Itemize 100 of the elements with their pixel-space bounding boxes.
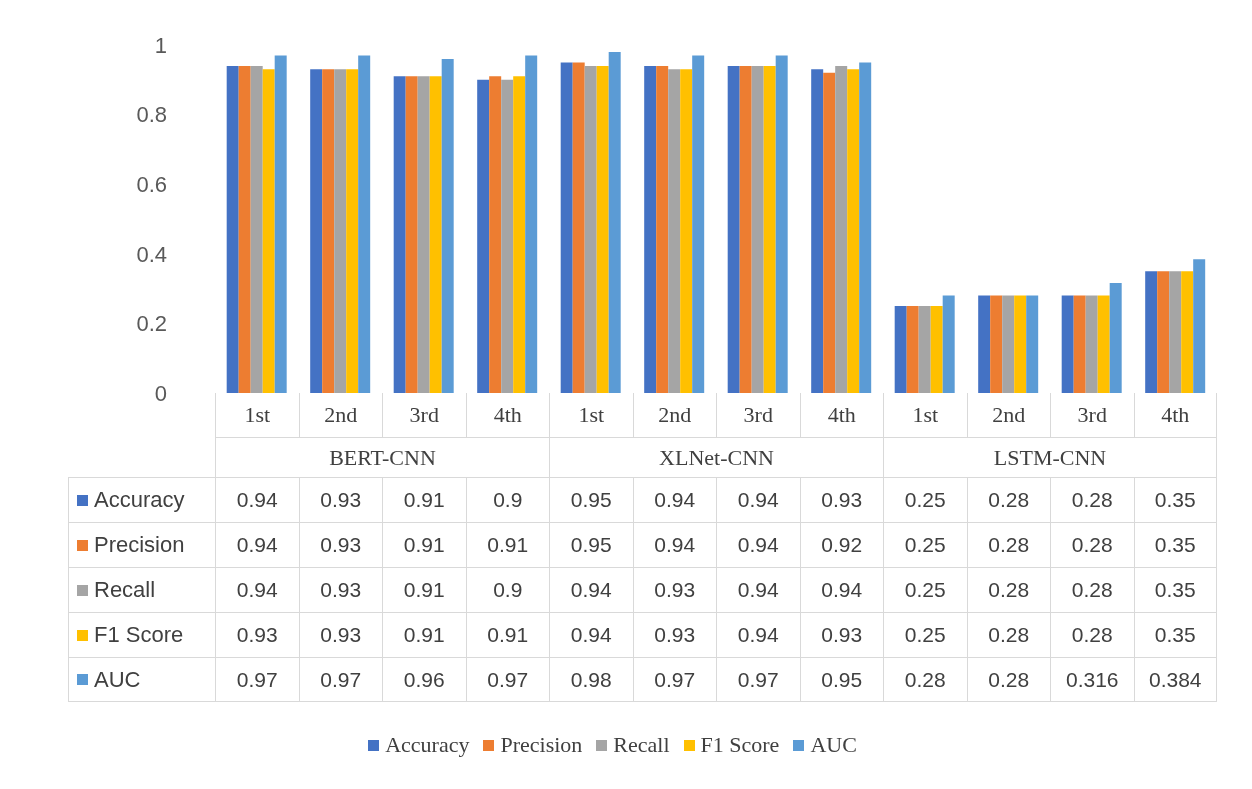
bar bbox=[656, 65, 669, 393]
data-label: 0.28 bbox=[966, 477, 1050, 522]
bar bbox=[739, 65, 752, 393]
text: LSTM-CNN bbox=[883, 437, 1217, 477]
text: Recall bbox=[613, 732, 670, 757]
bar bbox=[572, 62, 585, 393]
bar bbox=[346, 69, 359, 393]
data-label: 0.95 bbox=[549, 522, 633, 567]
data-label: 0.91 bbox=[382, 567, 466, 612]
bar bbox=[918, 306, 931, 393]
x-tick-label: 3rd bbox=[1050, 393, 1134, 437]
bar bbox=[1073, 295, 1086, 393]
bar bbox=[727, 65, 740, 393]
data-label: 0.35 bbox=[1133, 612, 1217, 657]
bar bbox=[501, 79, 514, 393]
text: BERT-CNN bbox=[215, 437, 549, 477]
data-label: 0.97 bbox=[465, 657, 549, 702]
data-label: 0.91 bbox=[382, 522, 466, 567]
data-label: 0.25 bbox=[883, 477, 967, 522]
data-label: 0.28 bbox=[1050, 522, 1134, 567]
data-label: 0.25 bbox=[883, 522, 967, 567]
x-tick-label: 1st bbox=[883, 393, 967, 437]
x-tick-label: 4th bbox=[799, 393, 883, 437]
bar bbox=[250, 65, 263, 393]
bar bbox=[405, 76, 418, 393]
data-label: 0.94 bbox=[632, 522, 716, 567]
data-label: 0.28 bbox=[1050, 477, 1134, 522]
data-label: 0.93 bbox=[799, 477, 883, 522]
data-label: 0.94 bbox=[716, 477, 800, 522]
bar bbox=[525, 55, 538, 393]
data-label: 0.93 bbox=[632, 567, 716, 612]
y-tick-label: 0.4 bbox=[136, 241, 167, 267]
data-label: 0.95 bbox=[799, 657, 883, 702]
legend-label: Precision bbox=[68, 522, 215, 567]
data-label: 0.94 bbox=[215, 477, 299, 522]
bar bbox=[1061, 295, 1074, 393]
data-label: 0.28 bbox=[966, 567, 1050, 612]
text: Accuracy bbox=[385, 732, 470, 757]
bar bbox=[1097, 295, 1110, 393]
bar bbox=[1157, 271, 1170, 393]
text: XLNet-CNN bbox=[549, 437, 883, 477]
bar bbox=[608, 51, 621, 393]
bar bbox=[513, 76, 526, 393]
data-label: 0.94 bbox=[549, 612, 633, 657]
x-tick-label: 4th bbox=[1133, 393, 1217, 437]
y-tick-label: 0 bbox=[154, 380, 167, 406]
data-label: 0.91 bbox=[382, 612, 466, 657]
data-label: 0.91 bbox=[465, 612, 549, 657]
x-tick-label: 3rd bbox=[382, 393, 466, 437]
text: F1 Score bbox=[700, 732, 780, 757]
bar bbox=[668, 69, 681, 393]
data-label: 0.93 bbox=[298, 567, 382, 612]
bar bbox=[596, 65, 609, 393]
data-label: 0.91 bbox=[382, 477, 466, 522]
data-label: 0.97 bbox=[632, 657, 716, 702]
bar bbox=[1109, 283, 1122, 393]
data-label: 0.9 bbox=[465, 567, 549, 612]
bar bbox=[930, 306, 943, 393]
bar bbox=[238, 65, 251, 393]
data-label: 0.93 bbox=[298, 522, 382, 567]
bar bbox=[763, 65, 776, 393]
data-label: 0.28 bbox=[966, 657, 1050, 702]
bar bbox=[1193, 259, 1206, 393]
x-tick-label: 2nd bbox=[632, 393, 716, 437]
data-label: 0.28 bbox=[1050, 612, 1134, 657]
x-tick-label: 2nd bbox=[966, 393, 1050, 437]
data-label: 0.94 bbox=[549, 567, 633, 612]
data-label: 0.35 bbox=[1133, 477, 1217, 522]
bar bbox=[894, 306, 907, 393]
data-label: 0.35 bbox=[1133, 567, 1217, 612]
data-label: 0.94 bbox=[716, 567, 800, 612]
data-label: 0.93 bbox=[298, 612, 382, 657]
y-tick-label: 0.6 bbox=[136, 172, 167, 198]
data-label: 0.94 bbox=[215, 567, 299, 612]
data-label: 0.316 bbox=[1050, 657, 1134, 702]
data-label: 0.92 bbox=[799, 522, 883, 567]
data-label: 0.28 bbox=[883, 657, 967, 702]
data-label: 0.35 bbox=[1133, 522, 1217, 567]
bar bbox=[1026, 295, 1039, 393]
data-label: 0.98 bbox=[549, 657, 633, 702]
data-label: 0.94 bbox=[716, 522, 800, 567]
bar bbox=[417, 76, 430, 393]
bar bbox=[226, 65, 239, 393]
legend-label: AUC bbox=[68, 657, 215, 702]
data-label: 0.28 bbox=[966, 522, 1050, 567]
data-label: 0.97 bbox=[298, 657, 382, 702]
bar bbox=[274, 55, 287, 393]
bar bbox=[334, 69, 347, 393]
bar bbox=[441, 58, 454, 393]
x-tick-label: 1st bbox=[215, 393, 299, 437]
x-tick-label: 2nd bbox=[298, 393, 382, 437]
bar bbox=[393, 76, 406, 393]
bar bbox=[751, 65, 764, 393]
bar bbox=[1085, 295, 1098, 393]
data-label: 0.93 bbox=[215, 612, 299, 657]
bar bbox=[835, 65, 848, 393]
bar bbox=[1169, 271, 1182, 393]
bar bbox=[811, 69, 824, 393]
bar bbox=[978, 295, 991, 393]
y-tick-label: 1 bbox=[154, 32, 167, 58]
